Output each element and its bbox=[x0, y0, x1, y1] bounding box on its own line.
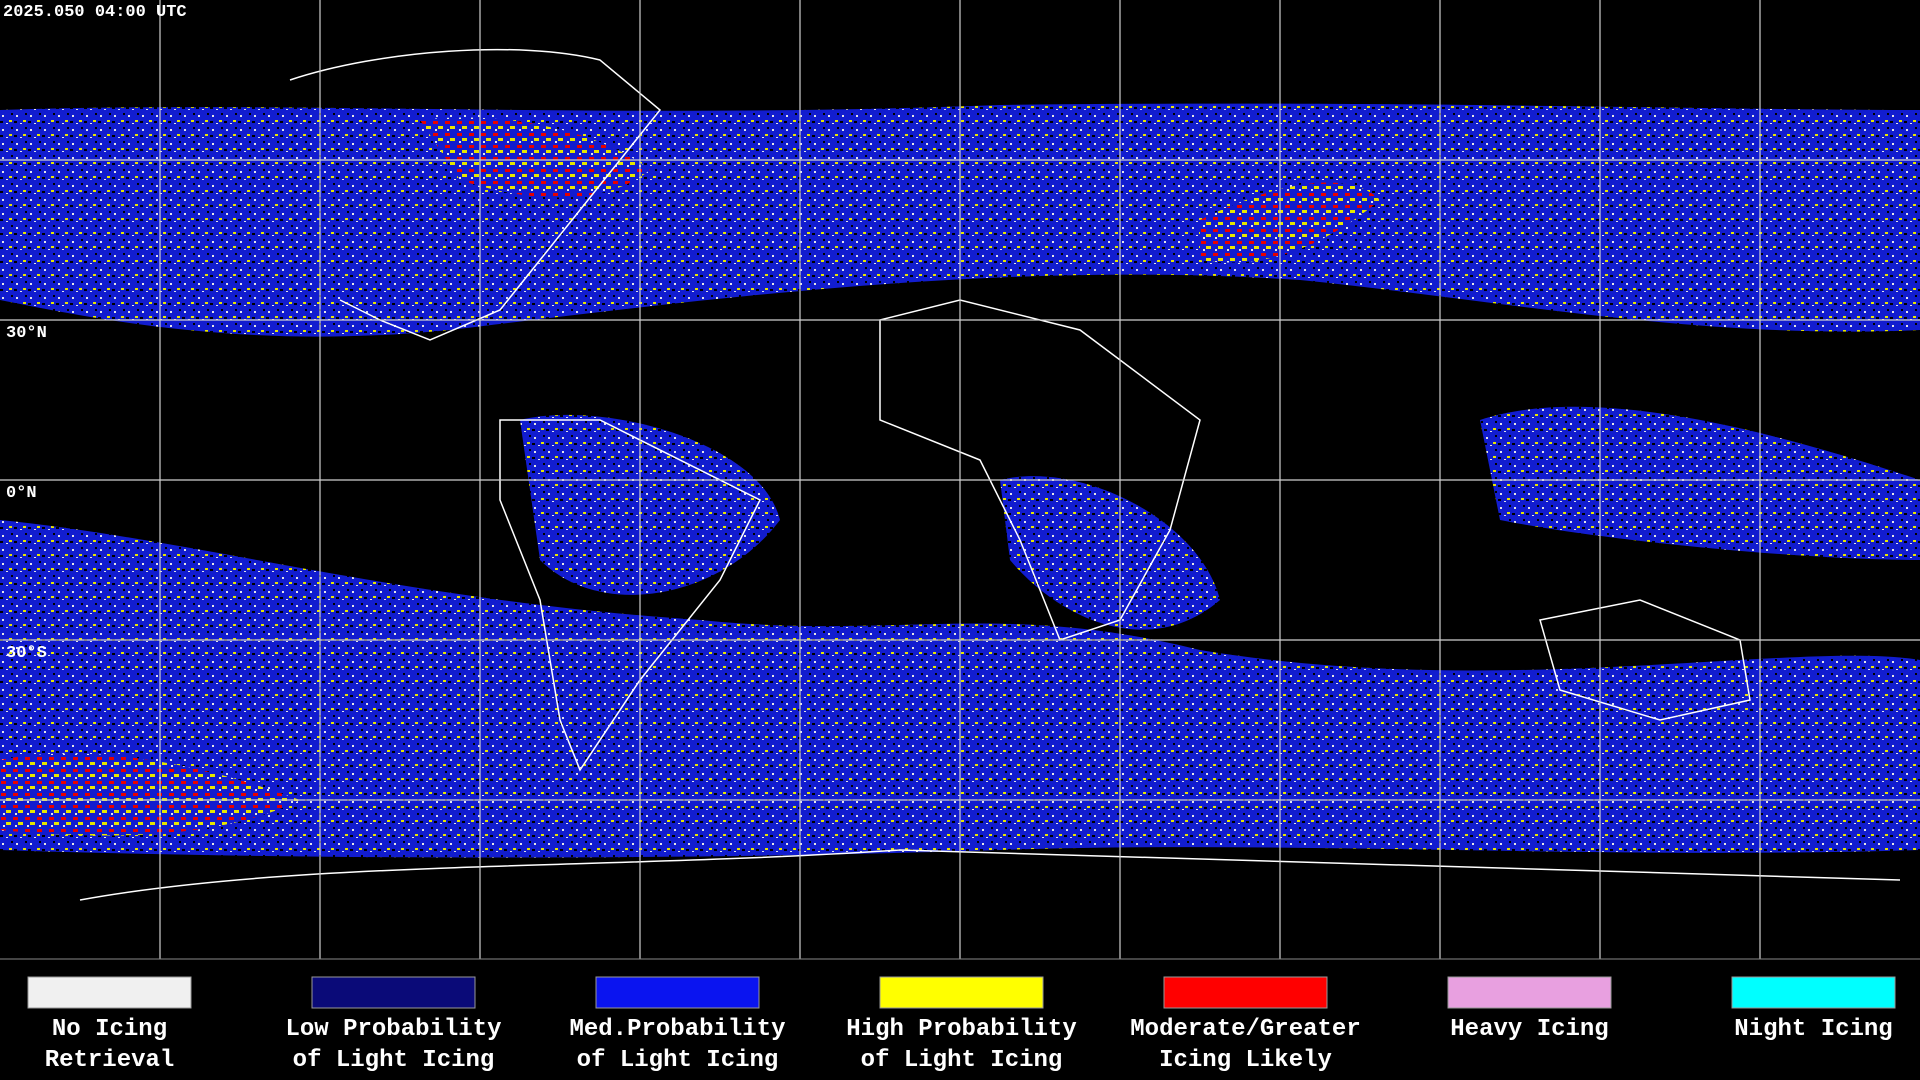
legend-label: of Light Icing bbox=[861, 1047, 1063, 1074]
legend-label: Icing Likely bbox=[1159, 1047, 1332, 1074]
latitude-label: 30°S bbox=[6, 644, 47, 663]
legend: No Icing Retrieval Low Probability of Light… bbox=[27, 976, 1896, 1074]
legend-swatch bbox=[879, 976, 1044, 1009]
legend-swatch bbox=[27, 976, 192, 1009]
tropical-cloud bbox=[1480, 406, 1920, 560]
legend-swatch bbox=[595, 976, 760, 1009]
legend-label: Low Probability bbox=[285, 1016, 501, 1043]
tropical-cloud bbox=[520, 414, 780, 595]
latitude-labels: 30°N 0°N 30°S bbox=[6, 324, 47, 663]
legend-swatch bbox=[311, 976, 476, 1009]
latitude-label: 0°N bbox=[6, 484, 37, 503]
legend-label: Retrieval bbox=[45, 1047, 175, 1074]
latitude-label: 30°N bbox=[6, 324, 47, 343]
legend-label: Med.Probability bbox=[569, 1016, 785, 1043]
legend-label: No Icing bbox=[52, 1016, 167, 1043]
legend-label: High Probability bbox=[846, 1016, 1076, 1043]
legend-label: of Light Icing bbox=[293, 1047, 495, 1074]
legend-swatch bbox=[1731, 976, 1896, 1009]
coastline bbox=[499, 419, 762, 772]
timestamp: 2025.050 04:00 UTC bbox=[3, 3, 187, 22]
legend-label: Moderate/Greater bbox=[1130, 1016, 1360, 1043]
coastline bbox=[1539, 599, 1751, 721]
legend-label: Heavy Icing bbox=[1450, 1016, 1608, 1043]
storm-cell bbox=[0, 753, 300, 836]
tropical-cloud bbox=[1000, 476, 1220, 630]
legend-label: Night Icing bbox=[1734, 1016, 1892, 1043]
storm-cell bbox=[420, 117, 650, 198]
graticule bbox=[0, 0, 1920, 959]
legend-label: of Light Icing bbox=[577, 1047, 779, 1074]
legend-swatch bbox=[1163, 976, 1328, 1009]
legend-swatch bbox=[1447, 976, 1612, 1009]
storm-cell bbox=[1200, 182, 1380, 263]
coastline bbox=[289, 48, 662, 341]
